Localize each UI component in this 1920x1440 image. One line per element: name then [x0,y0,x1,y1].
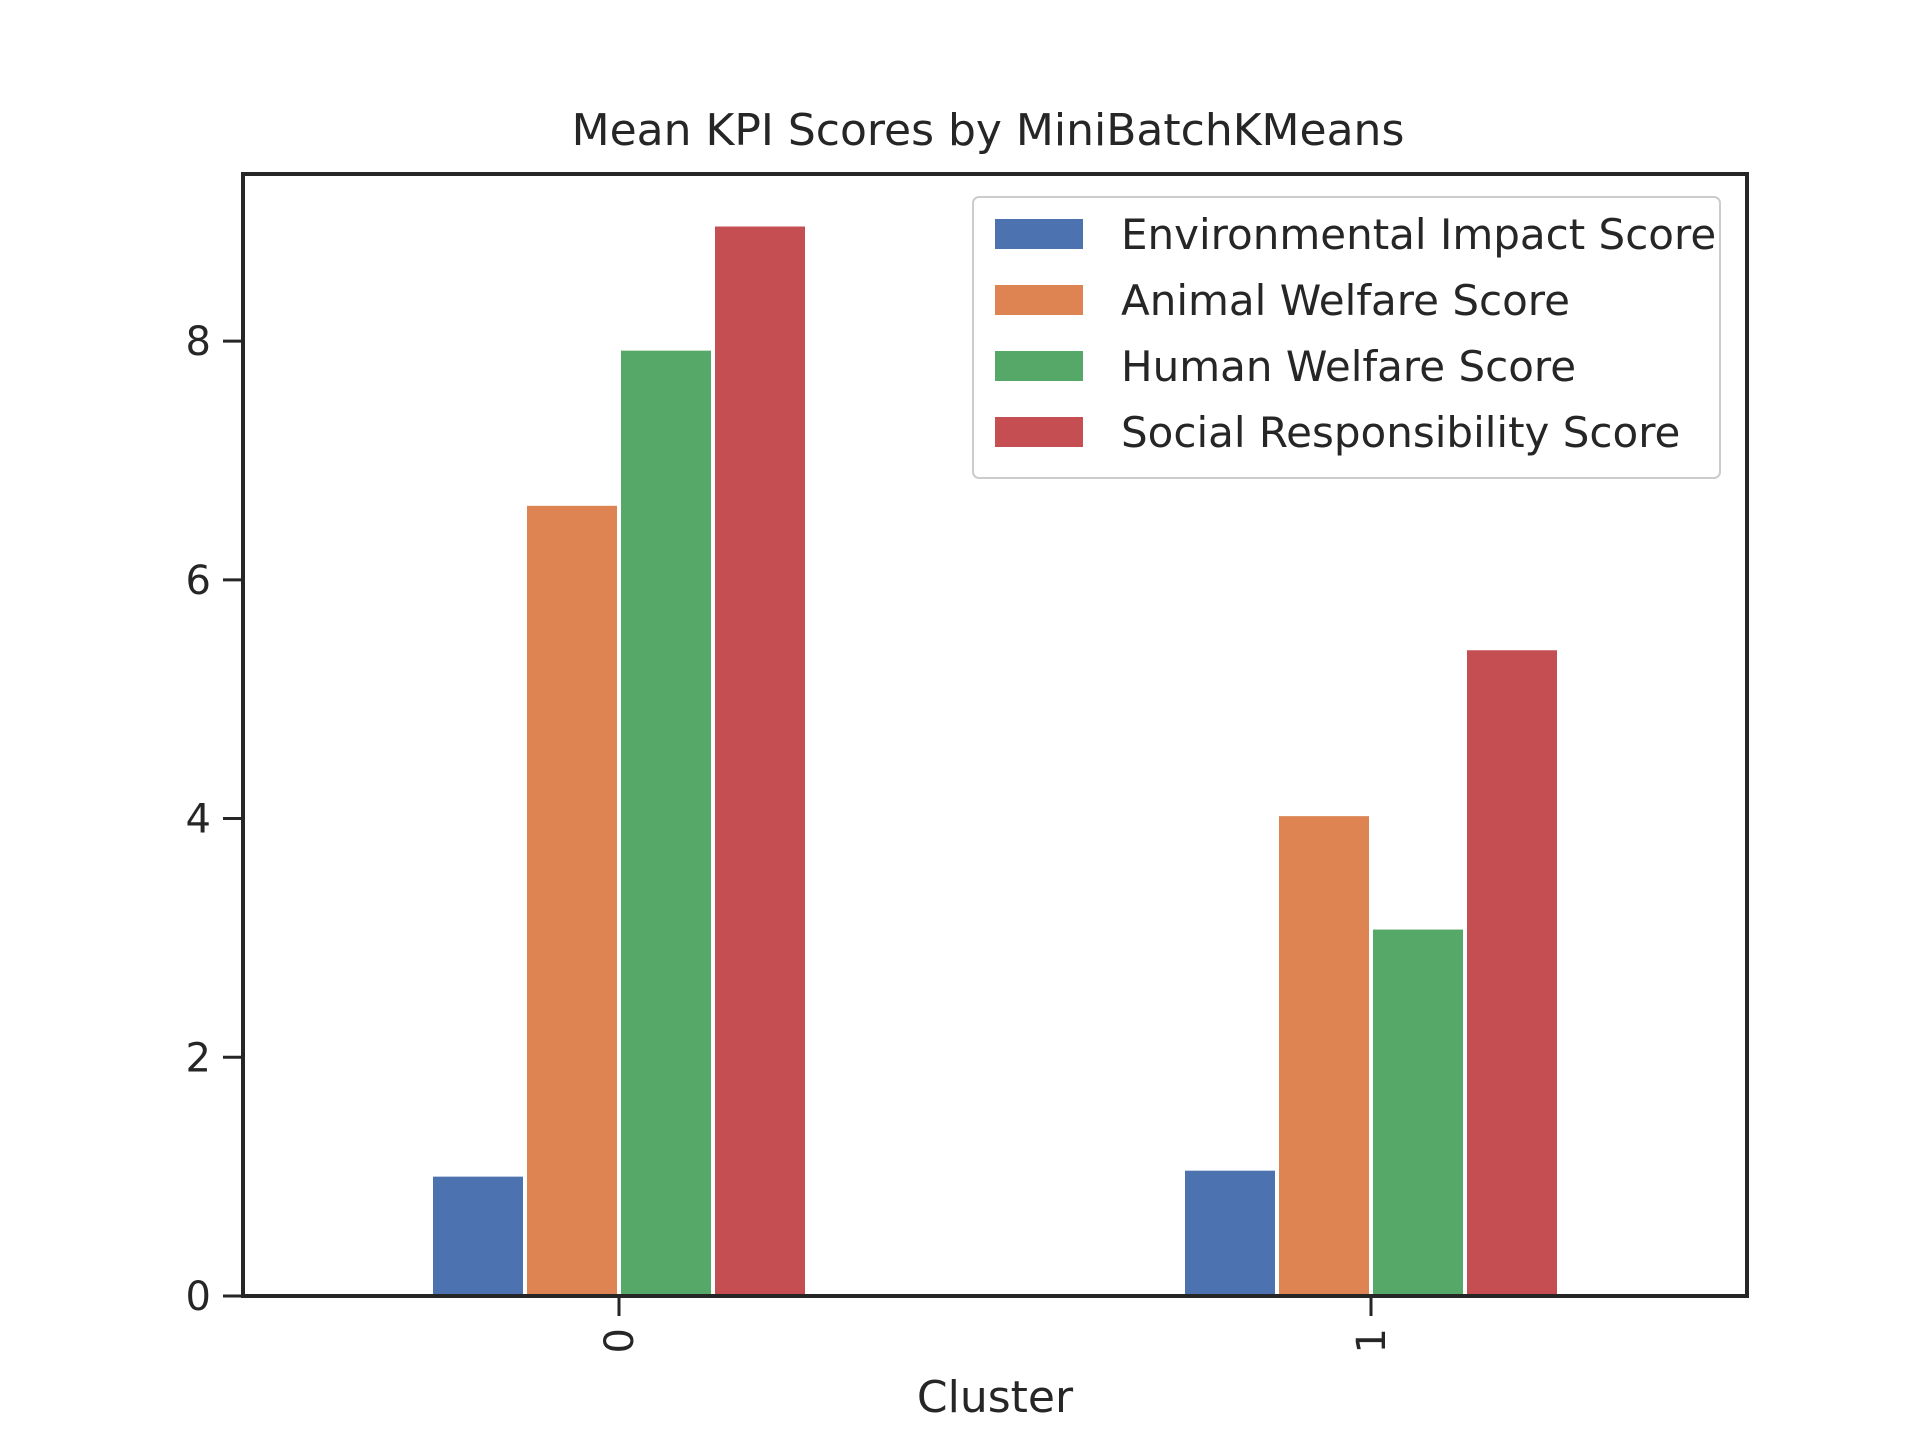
plot-frame [241,172,1749,1298]
bar-environmental-impact-score-cluster-0 [433,1176,523,1296]
bar-animal-welfare-score-cluster-1 [1279,816,1369,1296]
legend-swatch [995,219,1083,249]
y-tick-label: 0 [186,1274,211,1320]
y-axis: 0 2 4 6 8 [186,319,243,1320]
legend-label: Environmental Impact Score [1121,210,1716,259]
bar-environmental-impact-score-cluster-1 [1185,1170,1275,1296]
y-tick-label: 4 [186,797,211,843]
legend-swatch [995,417,1083,447]
bars-group [433,226,1557,1297]
x-tick-label: 1 [1349,1328,1395,1353]
chart-title: Mean KPI Scores by MiniBatchKMeans [572,105,1405,156]
legend-swatch [995,351,1083,381]
bar-animal-welfare-score-cluster-0 [527,505,617,1296]
x-axis-label: Cluster [917,1372,1074,1423]
legend-label: Human Welfare Score [1121,342,1576,391]
bar-social-responsibility-score-cluster-1 [1467,650,1557,1296]
y-tick-label: 2 [186,1035,211,1081]
bar-social-responsibility-score-cluster-0 [715,226,805,1296]
y-tick-label: 8 [186,319,211,365]
bar-human-welfare-score-cluster-1 [1373,929,1463,1296]
legend-box [972,196,1721,479]
legend: Environmental Impact Score Animal Welfare… [972,196,1721,479]
bar-human-welfare-score-cluster-0 [621,350,711,1297]
legend-label: Animal Welfare Score [1121,276,1570,325]
legend-label: Social Responsibility Score [1121,408,1680,457]
legend-swatch [995,285,1083,315]
y-tick-label: 6 [186,558,211,604]
x-tick-label: 0 [597,1328,643,1353]
